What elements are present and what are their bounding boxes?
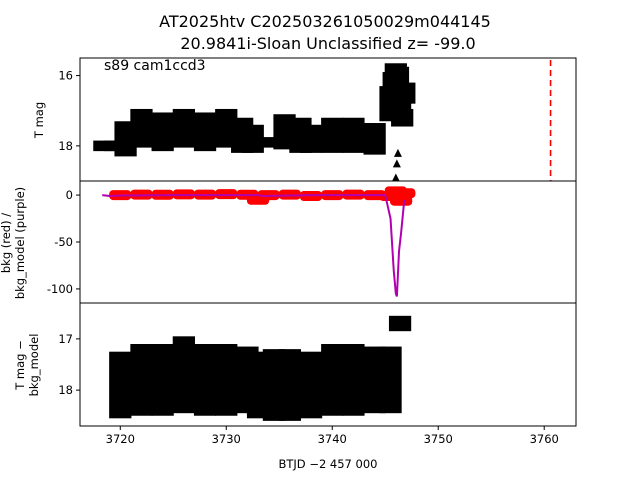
bottom-y-tick-label: 17 (58, 332, 73, 346)
bottom-y-tick-label: 18 (58, 383, 73, 397)
background-point (390, 195, 413, 206)
lightcurve-point (122, 135, 129, 142)
corrected-point-band (172, 336, 195, 414)
lightcurve-point (223, 125, 230, 132)
lightcurve-point (371, 135, 378, 142)
bottom-y-axis-label-line1: T mag − (13, 340, 27, 391)
lightcurve-point (399, 114, 406, 121)
bottom-panel-frame (79, 302, 577, 427)
lightcurve-point (391, 173, 400, 182)
middle-y-tick-label: -50 (54, 235, 73, 249)
x-tick-label: 3720 (106, 432, 135, 446)
lightcurve-point (401, 90, 408, 97)
corrected-point-band (193, 344, 217, 416)
corrected-point-band (379, 346, 402, 414)
corrected-point-band (299, 351, 323, 419)
corrected-point-band (278, 349, 301, 421)
bottom-y-axis-label-line2: bkg_model (27, 334, 41, 397)
corrected-point-band (342, 344, 365, 416)
chart-title-line1: AT2025htv C202503261050029m044145 (159, 12, 491, 31)
corrected-point-band (151, 344, 174, 416)
lightcurve-point (180, 125, 187, 132)
x-tick-label: 3730 (212, 432, 241, 446)
bottom-corrected-points (109, 315, 412, 421)
lightcurve-point (138, 125, 145, 132)
middle-y-tick-label: -100 (47, 282, 73, 296)
chart-title-line2: 20.9841i-Sloan Unclassified z= -99.0 (180, 34, 475, 53)
middle-panel: 0 -50 -100 bkg (red) / bkg_model (purple) (0, 180, 577, 304)
x-tick-label: 3760 (530, 432, 559, 446)
corrected-point-band (109, 351, 132, 419)
background-point (393, 188, 416, 199)
middle-y-tick-label: 0 (66, 188, 73, 202)
middle-y-ticks: 0 -50 -100 (47, 188, 80, 296)
top-y-axis-label: T mag (32, 102, 46, 139)
middle-y-axis-label-line1: bkg (red) / (0, 213, 13, 273)
corrected-point-band (321, 344, 344, 416)
top-y-tick-label: 18 (58, 139, 73, 153)
corrected-point-band (130, 344, 153, 416)
lightcurve-point (393, 148, 402, 157)
x-axis-label: BTJD −2 457 000 (279, 457, 378, 471)
x-tick-label: 3750 (424, 432, 453, 446)
lightcurve-point (281, 128, 288, 135)
top-y-tick-label: 16 (58, 69, 73, 83)
corrected-point-band (388, 315, 412, 332)
corrected-point-band (215, 344, 238, 416)
lightcurve-point (350, 132, 357, 139)
lightcurve-point (308, 135, 315, 142)
top-lightcurve-points (93, 63, 416, 182)
lightcurve-point (394, 72, 401, 79)
lightcurve-point (159, 128, 166, 135)
x-tick-label: 3740 (318, 432, 347, 446)
lightcurve-point (329, 132, 336, 139)
sector-camera-label: s89 cam1ccd3 (104, 58, 206, 74)
lightcurve-point (392, 159, 401, 168)
lightcurve-point (260, 139, 267, 146)
middle-y-axis-label-line2: bkg_model (purple) (13, 187, 27, 299)
lightcurve-point (202, 128, 209, 135)
background-model-line (102, 194, 406, 297)
bottom-x-ticks: 3720 3730 3740 3750 3760 (106, 426, 559, 446)
